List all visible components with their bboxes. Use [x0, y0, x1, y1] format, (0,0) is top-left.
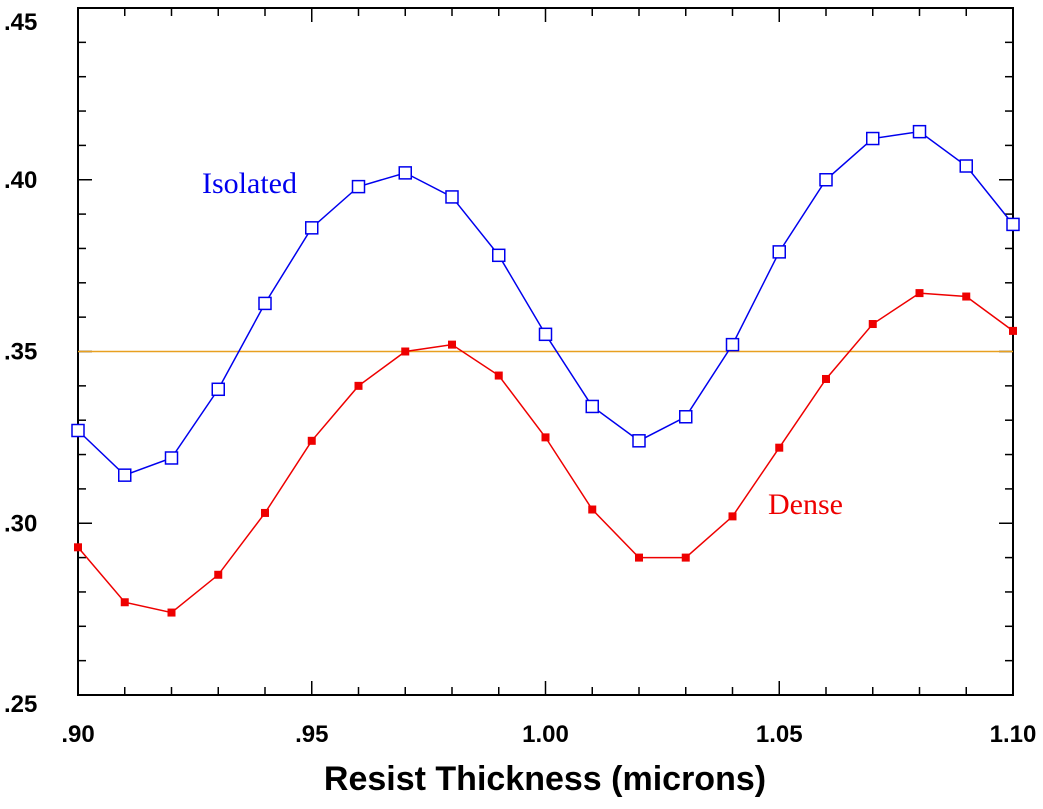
- data-point-isolated: [725, 337, 740, 352]
- data-point-isolated: [211, 382, 225, 397]
- data-point-dense: [775, 443, 784, 452]
- data-point-isolated: [538, 327, 553, 342]
- x-tick-label: .90: [61, 721, 94, 748]
- data-point-isolated: [445, 190, 459, 204]
- data-point-dense: [494, 371, 503, 380]
- data-point-isolated: [819, 173, 833, 187]
- data-point-isolated: [632, 434, 646, 448]
- data-point-isolated: [118, 468, 132, 482]
- data-point-isolated: [351, 179, 366, 194]
- data-point-dense: [541, 433, 550, 442]
- data-point-dense: [448, 340, 456, 349]
- data-point-isolated: [492, 248, 506, 263]
- data-point-dense: [588, 505, 597, 514]
- data-point-dense: [307, 436, 316, 445]
- data-point-isolated: [912, 124, 927, 139]
- series-label-dense: Dense: [768, 488, 843, 521]
- y-tick-label: .45: [4, 9, 37, 36]
- data-point-dense: [167, 608, 176, 617]
- data-point-isolated: [772, 245, 786, 259]
- y-tick-label: .35: [4, 339, 37, 366]
- data-point-dense: [822, 374, 830, 383]
- x-tick-label: 1.05: [756, 721, 803, 748]
- y-tick-label: .25: [4, 691, 37, 718]
- data-point-dense: [868, 320, 877, 329]
- data-point-isolated: [164, 451, 179, 465]
- series-group: [71, 124, 1020, 617]
- x-axis-title: Resist Thickness (microns): [324, 760, 766, 798]
- data-point-isolated: [71, 423, 85, 438]
- data-point-isolated: [258, 296, 272, 311]
- data-point-dense: [214, 570, 223, 579]
- tick-labels: .90 .95 1.00 1.05 1.10 .25 .30 .35 .40 .45: [4, 9, 1036, 748]
- y-tick-label: .30: [4, 510, 37, 537]
- data-point-dense: [120, 598, 129, 607]
- data-point-dense: [681, 553, 690, 562]
- data-point-dense: [261, 508, 269, 517]
- data-point-dense: [354, 381, 363, 390]
- data-point-isolated: [679, 410, 693, 424]
- data-point-isolated: [305, 221, 319, 235]
- series-label-isolated: Isolated: [202, 167, 297, 200]
- data-point-isolated: [1006, 217, 1020, 232]
- data-point-dense: [728, 512, 737, 521]
- x-tick-label: 1.10: [990, 721, 1037, 748]
- x-tick-label: 1.00: [522, 721, 569, 748]
- x-tick-label: .95: [295, 721, 328, 748]
- data-point-dense: [915, 289, 924, 298]
- axis-ticks: [77, 7, 1014, 696]
- data-point-dense: [74, 543, 82, 552]
- data-point-dense: [1009, 326, 1017, 335]
- data-point-isolated: [585, 399, 599, 414]
- data-point-dense: [401, 347, 410, 356]
- data-point-dense: [635, 553, 643, 562]
- y-tick-label: .40: [4, 167, 37, 194]
- data-point-isolated: [398, 166, 412, 180]
- data-point-isolated: [866, 131, 880, 146]
- data-point-dense: [962, 292, 971, 301]
- data-point-isolated: [959, 159, 973, 173]
